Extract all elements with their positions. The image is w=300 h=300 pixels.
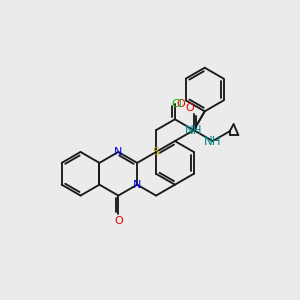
Text: O: O — [185, 103, 194, 113]
Text: S: S — [152, 147, 160, 157]
Text: N: N — [133, 180, 141, 190]
Text: O: O — [114, 216, 123, 226]
Text: NH: NH — [204, 135, 221, 148]
Text: N: N — [114, 147, 122, 157]
Text: Cl: Cl — [172, 99, 182, 110]
Text: O: O — [176, 99, 185, 109]
Text: NH: NH — [185, 124, 202, 137]
